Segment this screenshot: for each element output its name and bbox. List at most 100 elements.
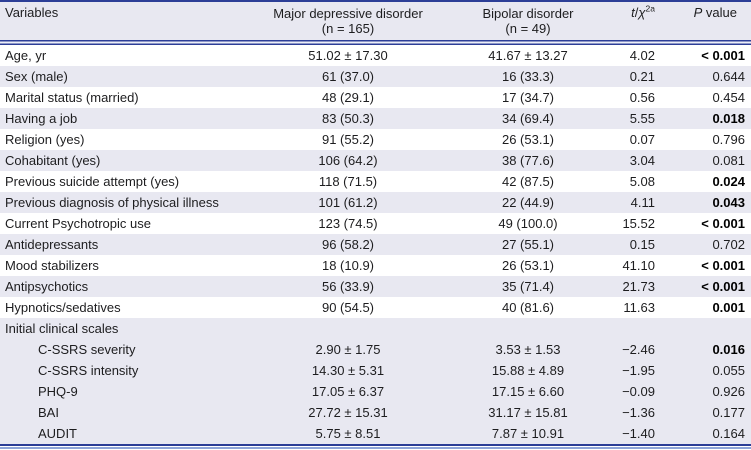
table-row: Having a job 83 (50.3) 34 (69.4) 5.55 0.… — [0, 108, 751, 129]
row-label: Mood stabilizers — [5, 258, 99, 273]
cell-group1-value: 123 (74.5) — [318, 216, 378, 231]
cell-statistic-value: 21.73 — [622, 279, 655, 294]
cell-p-value: 0.177 — [712, 405, 745, 420]
cell-group2-value: 31.17 ± 15.81 — [488, 405, 568, 420]
cell-statistic-value: 0.07 — [629, 132, 655, 147]
cell-group2-value: 26 (53.1) — [501, 258, 555, 273]
cell-p-value: 0.001 — [712, 300, 745, 315]
row-label: Sex (male) — [5, 69, 68, 84]
row-label: C-SSRS intensity — [38, 363, 139, 378]
row-label: AUDIT — [38, 426, 77, 441]
cell-group2-value: 27 (55.1) — [501, 237, 555, 252]
table-row: Previous suicide attempt (yes) 118 (71.5… — [0, 171, 751, 192]
cell-group2-value: 38 (77.6) — [501, 153, 555, 168]
cell-group1-value: 118 (71.5) — [318, 174, 378, 189]
table-row: Cohabitant (yes) 106 (64.2) 38 (77.6) 3.… — [0, 150, 751, 171]
header-col-pvalue: P value — [655, 6, 751, 20]
row-label: BAI — [38, 405, 59, 420]
cell-group2-value: 17.15 ± 6.60 — [491, 384, 565, 399]
table-row: AUDIT 5.75 ± 8.51 7.87 ± 10.91 −1.40 0.1… — [0, 423, 751, 444]
cell-statistic-value: 3.04 — [629, 153, 655, 168]
table-row: Religion (yes) 91 (55.2) 26 (53.1) 0.07 … — [0, 129, 751, 150]
row-label: Having a job — [5, 111, 78, 126]
cell-statistic-value: 41.10 — [622, 258, 655, 273]
cell-group1-value: 48 (29.1) — [321, 90, 375, 105]
cell-group1-value: 101 (61.2) — [318, 195, 378, 210]
row-label: Cohabitant (yes) — [5, 153, 101, 168]
cell-group2-value: 49 (100.0) — [498, 216, 558, 231]
cell-statistic-value: −1.36 — [622, 405, 655, 420]
header-group1-n: (n = 165) — [321, 21, 375, 36]
header-col-group2: Bipolar disorder (n = 49) — [448, 6, 608, 36]
stat-slash: / — [634, 5, 639, 20]
table-row: PHQ-9 17.05 ± 6.37 17.15 ± 6.60 −0.09 0.… — [0, 381, 751, 402]
row-label: Previous suicide attempt (yes) — [5, 174, 180, 189]
cell-group2-value: 35 (71.4) — [501, 279, 555, 294]
cell-p-value: 0.018 — [712, 111, 745, 126]
cell-p-value: 0.796 — [712, 132, 745, 147]
cell-statistic-value: −0.09 — [622, 384, 655, 399]
cell-group1-value: 14.30 ± 5.31 — [311, 363, 385, 378]
row-label: Previous diagnosis of physical illness — [5, 195, 219, 210]
cell-p-value: < 0.001 — [701, 258, 745, 273]
cell-group1-value: 83 (50.3) — [321, 111, 375, 126]
cell-statistic-value: −1.40 — [622, 426, 655, 441]
row-label: C-SSRS severity — [38, 342, 136, 357]
cell-group2-value: 16 (33.3) — [501, 69, 555, 84]
header-col-statistic: t/χ2a — [608, 3, 655, 20]
cell-group2-value: 40 (81.6) — [501, 300, 555, 315]
cell-p-value: < 0.001 — [701, 279, 745, 294]
cell-statistic-value: 5.08 — [629, 174, 655, 189]
table-row: C-SSRS severity 2.90 ± 1.75 3.53 ± 1.53 … — [0, 339, 751, 360]
stat-t-symbol: t — [631, 5, 635, 20]
cell-group1-value: 106 (64.2) — [318, 153, 378, 168]
cell-p-value: 0.055 — [712, 363, 745, 378]
p-value-label: value — [702, 5, 737, 20]
cell-statistic-value: −1.95 — [622, 363, 655, 378]
header-col-variables: Variables — [5, 5, 59, 20]
cell-p-value: 0.454 — [712, 90, 745, 105]
row-label: Marital status (married) — [5, 90, 139, 105]
row-label: Antipsychotics — [5, 279, 89, 294]
cell-group2-value: 42 (87.5) — [501, 174, 555, 189]
cell-p-value: 0.164 — [712, 426, 745, 441]
cell-statistic-value: 0.21 — [629, 69, 655, 84]
table-row: Sex (male) 61 (37.0) 16 (33.3) 0.21 0.64… — [0, 66, 751, 87]
cell-group2-value: 3.53 ± 1.53 — [495, 342, 561, 357]
table-row: Age, yr 51.02 ± 17.30 41.67 ± 13.27 4.02… — [0, 45, 751, 66]
cell-statistic-value: 4.11 — [630, 195, 655, 210]
cell-statistic-value: 0.15 — [629, 237, 655, 252]
header-group2-n: (n = 49) — [505, 21, 551, 36]
table-row: Mood stabilizers 18 (10.9) 26 (53.1) 41.… — [0, 255, 751, 276]
table-body: Age, yr 51.02 ± 17.30 41.67 ± 13.27 4.02… — [0, 45, 751, 444]
table-row: Marital status (married) 48 (29.1) 17 (3… — [0, 87, 751, 108]
stat-superscript: 2a — [645, 3, 655, 14]
header-col-group1: Major depressive disorder (n = 165) — [248, 6, 448, 36]
table-row: Current Psychotropic use 123 (74.5) 49 (… — [0, 213, 751, 234]
table-row: Initial clinical scales — [0, 318, 751, 339]
table-row: BAI 27.72 ± 15.31 31.17 ± 15.81 −1.36 0.… — [0, 402, 751, 423]
cell-p-value: 0.702 — [712, 237, 745, 252]
cell-group1-value: 90 (54.5) — [321, 300, 375, 315]
cell-group1-value: 96 (58.2) — [321, 237, 375, 252]
header-group2-name: Bipolar disorder — [482, 6, 574, 21]
cell-group1-value: 2.90 ± 1.75 — [315, 342, 381, 357]
cell-group2-value: 41.67 ± 13.27 — [488, 48, 568, 63]
cell-statistic-value: −2.46 — [622, 342, 655, 357]
table-header-row: Variables Major depressive disorder (n =… — [0, 2, 751, 40]
row-label: Current Psychotropic use — [5, 216, 151, 231]
cell-statistic-value: 5.55 — [629, 111, 655, 126]
cell-group1-value: 91 (55.2) — [321, 132, 375, 147]
cell-group2-value: 34 (69.4) — [501, 111, 555, 126]
row-label: Hypnotics/sedatives — [5, 300, 121, 315]
header-group1-name: Major depressive disorder — [273, 6, 423, 21]
cell-group2-value: 17 (34.7) — [501, 90, 555, 105]
cell-p-value: 0.016 — [712, 342, 745, 357]
cell-statistic-value: 11.63 — [623, 300, 655, 315]
cell-statistic-value: 4.02 — [629, 48, 655, 63]
p-symbol: P — [693, 5, 703, 20]
cell-p-value: < 0.001 — [701, 216, 745, 231]
table-row: Antidepressants 96 (58.2) 27 (55.1) 0.15… — [0, 234, 751, 255]
